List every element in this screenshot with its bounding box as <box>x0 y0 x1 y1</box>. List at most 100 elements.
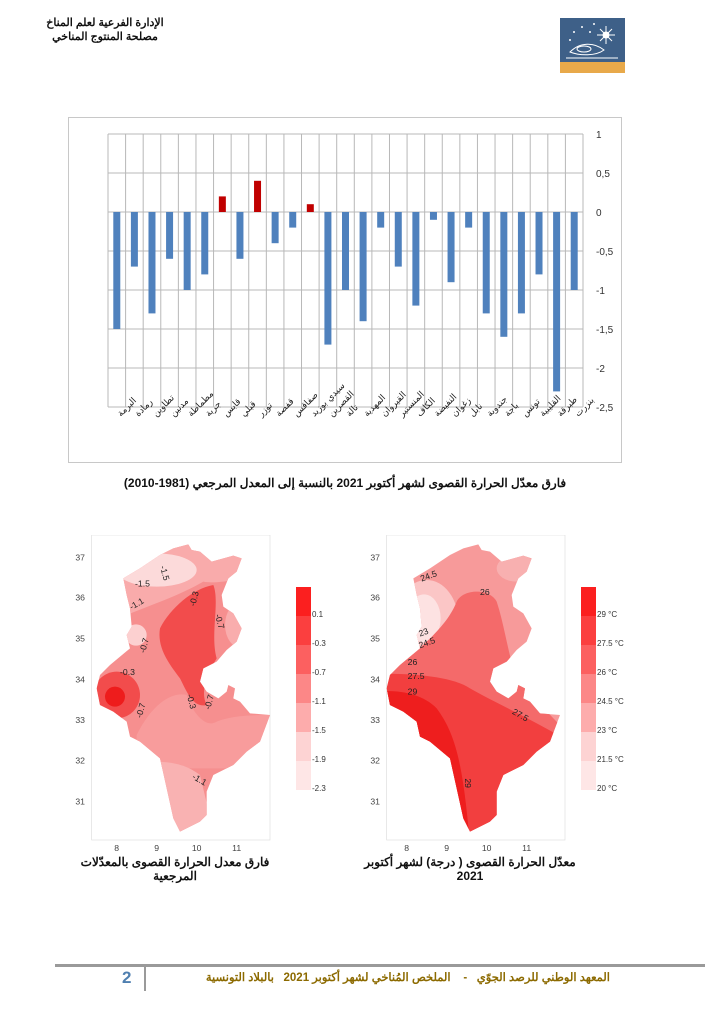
bar <box>535 212 543 275</box>
legend-label: 27.5 °C <box>597 639 624 648</box>
legend-swatch <box>296 761 311 790</box>
bar <box>236 212 244 259</box>
bar-chart-svg: 10,50-0,5-1-1,5-2-2,5البرمةرمادةتطاوينمد… <box>107 130 614 420</box>
legend-label: -1.9 <box>312 755 326 764</box>
temperature-map-caption: معدّل الحرارة القصوى ( درجة) لشهر أكتوبر… <box>364 855 576 883</box>
latitude-label: 37 <box>75 552 85 562</box>
latitude-label: 33 <box>75 715 85 725</box>
bar <box>289 212 297 228</box>
x-category-label: قفصة <box>274 397 296 419</box>
x-category-label: قبلي <box>239 400 258 419</box>
bar <box>517 212 525 314</box>
header-department: الإدارة الفرعية لعلم المناخ مصلحة المنتو… <box>30 16 180 44</box>
contour-label: 23 <box>417 626 430 639</box>
bar-chart: 1 0,5 0 -0,5 -1 -1,5 -2 -2,5 البرمة رمادة تطاوين مد… <box>68 117 622 463</box>
latitude-label: 32 <box>75 756 85 766</box>
legend-label: 23 °C <box>597 726 618 735</box>
legend-swatch <box>296 674 311 703</box>
bar <box>218 196 226 212</box>
bar-chart-caption: فارق معدّل الحرارة القصوى لشهر أكتوبر 20… <box>123 476 567 490</box>
contour-label: -1.5 <box>158 565 172 582</box>
contour-label: 29 <box>408 686 418 696</box>
y-tick-label: -2 <box>596 364 605 375</box>
logo-strip <box>560 62 625 73</box>
x-category-label: توزر <box>256 400 275 419</box>
footer-separator <box>144 967 146 991</box>
header-line-1: الإدارة الفرعية لعلم المناخ <box>46 17 164 29</box>
y-tick-label: 0 <box>596 208 602 219</box>
bar <box>465 212 473 228</box>
bar <box>482 212 490 314</box>
contour-band <box>105 686 125 707</box>
bar <box>394 212 402 267</box>
y-tick-label: 1 <box>596 130 602 141</box>
bar <box>377 212 385 228</box>
legend-swatch <box>296 732 311 761</box>
y-tick-label: 0,5 <box>596 169 610 180</box>
latitude-label: 34 <box>370 674 380 684</box>
anomaly-map-caption: فارق معدل الحرارة القصوى بالمعدّلات المر… <box>80 855 270 883</box>
contour-label: -0.3 <box>187 590 201 607</box>
longitude-label: 11 <box>522 843 531 853</box>
temperature-legend: 29 °C 27.5 °C 26 °C 24.5 °C 23 °C 21.5 °C 20 °… <box>581 587 651 797</box>
latitude-label: 35 <box>75 633 85 643</box>
bar <box>183 212 191 290</box>
legend-swatch <box>296 587 311 616</box>
contour-label: -0.7 <box>213 613 227 630</box>
legend-swatch <box>296 645 311 674</box>
x-category-label: البرمة <box>116 396 139 419</box>
latitude-label: 32 <box>370 756 380 766</box>
bar <box>447 212 455 283</box>
bar <box>306 204 314 212</box>
header-line-2: مصلحة المنتوج المناخي <box>52 31 158 43</box>
longitude-label: 10 <box>482 843 492 853</box>
legend-swatch <box>581 587 596 616</box>
bar <box>412 212 420 306</box>
bar <box>342 212 349 290</box>
bar <box>429 212 437 220</box>
contour-label: -1.5 <box>135 579 150 589</box>
y-tick-label: -1,5 <box>596 325 614 336</box>
contour-label: -0.7 <box>202 693 216 710</box>
longitude-label: 8 <box>404 843 409 853</box>
legend-label: 0.1 <box>312 610 324 619</box>
legend-swatch <box>581 732 596 761</box>
bar <box>500 212 508 337</box>
institute-logo <box>560 18 625 73</box>
x-category-label: رمادة <box>133 397 155 419</box>
y-tick-label: -1 <box>596 286 605 297</box>
contour-label: 26 <box>408 657 418 667</box>
bar <box>324 212 332 345</box>
y-tick-label: -2,5 <box>596 403 614 414</box>
contour-label: -0.7 <box>137 637 151 654</box>
contour-label: 27.5 <box>408 671 425 681</box>
latitude-label: 31 <box>75 797 85 807</box>
bar <box>166 212 174 259</box>
contour-label: -0.3 <box>185 693 199 710</box>
contour-label: 29 <box>463 778 473 788</box>
contour-band <box>125 624 147 646</box>
latitude-label: 35 <box>370 633 380 643</box>
legend-swatch <box>581 761 596 790</box>
bar <box>553 212 561 392</box>
legend-label: 21.5 °C <box>597 755 624 764</box>
bar <box>570 212 578 290</box>
legend-swatch <box>296 703 311 732</box>
x-category-label: قابس <box>221 397 243 419</box>
bar <box>113 212 121 329</box>
longitude-label: 8 <box>114 843 119 853</box>
anomaly-legend: 0.1 -0.3 -0.7 -1.1 -1.5 -1.9 -2.3 <box>296 587 356 797</box>
x-category-label: تونس <box>520 397 542 419</box>
bar <box>130 212 138 267</box>
latitude-label: 36 <box>75 593 85 603</box>
bar <box>148 212 156 314</box>
latitude-label: 37 <box>370 552 380 562</box>
legend-label: 26 °C <box>597 668 618 677</box>
longitude-label: 9 <box>444 843 449 853</box>
legend-swatch <box>296 616 311 645</box>
bar <box>201 212 209 275</box>
legend-label: 20 °C <box>597 784 618 793</box>
legend-label: -0.7 <box>312 668 326 677</box>
